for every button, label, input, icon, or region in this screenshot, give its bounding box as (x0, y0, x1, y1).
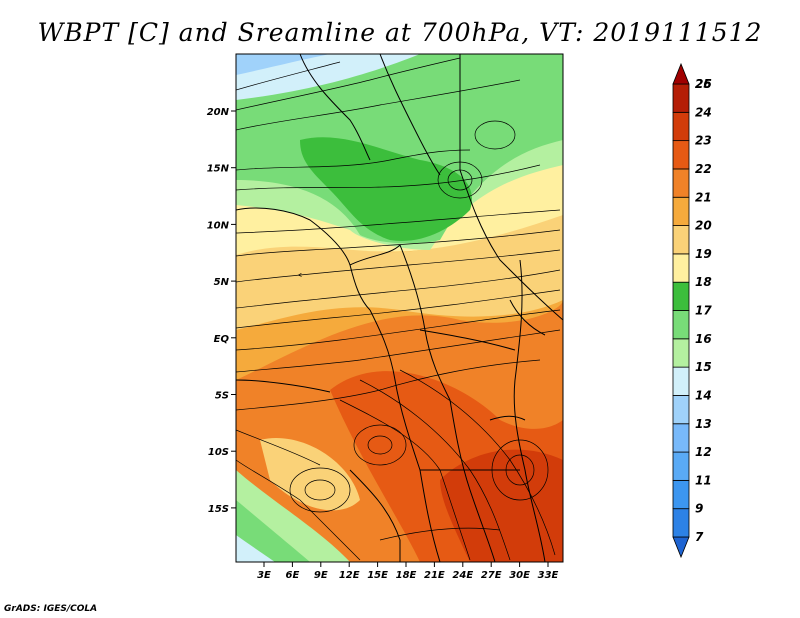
lon-tick-label: 12E (339, 570, 360, 581)
credit-label: GrADS: IGES/COLA (4, 604, 98, 614)
lon-tick-label: 3E (257, 570, 271, 581)
lon-tick-label: 9E (314, 570, 328, 581)
map-field (236, 54, 563, 562)
lon-tick-label: 6E (286, 570, 300, 581)
colorbar-label: 22 (695, 162, 712, 176)
longitude-axis: 3E 6E 9E 12E 15E 18E 21E 24E 27E 30E 33E (257, 562, 559, 581)
colorbar-label: 12 (695, 445, 712, 459)
colorbar-label: 11 (695, 473, 712, 487)
lon-tick-label: 33E (538, 570, 559, 581)
colorbar-label: 25 (695, 77, 712, 91)
colorbar-segment (672, 196, 690, 226)
lat-tick-label: 20N (207, 107, 230, 118)
colorbar-segment (672, 310, 690, 340)
lon-tick-label: 30E (509, 570, 530, 581)
colorbar-segment (672, 338, 690, 368)
colorbar-segment (672, 281, 690, 311)
lon-tick-label: 15E (367, 570, 388, 581)
lat-tick-label: 5S (215, 391, 229, 402)
colorbar-label: 23 (695, 134, 712, 148)
colorbar-label: 9 (695, 502, 703, 516)
colorbar-segment (672, 140, 690, 170)
streamlines (236, 57, 561, 561)
colorbar-label: 18 (695, 275, 712, 289)
latitude-axis: 20N 15N 10N 5N EQ 5S 10S 15S (207, 107, 236, 515)
colorbar-segment (672, 479, 690, 510)
colorbar-label: 7 (695, 530, 704, 544)
colorbar-segment (672, 83, 690, 113)
lon-tick-label: 24E (452, 570, 473, 581)
colorbar-label: 26 (695, 77, 712, 91)
colorbar-segment (672, 451, 690, 481)
lat-tick-label: 10N (207, 220, 230, 231)
colorbar-label: 15 (695, 360, 712, 374)
colorbar-label: 13 (695, 417, 712, 431)
colorbar-label: 16 (695, 332, 712, 346)
colorbar-label: 19 (695, 247, 712, 261)
colorbar-segment (672, 508, 690, 538)
lat-tick-label: 5N (214, 277, 230, 288)
lon-tick-label: 27E (481, 570, 502, 581)
colorbar-label: 21 (695, 190, 712, 204)
colorbar-segment (672, 168, 690, 198)
colorbar-segment (672, 111, 690, 142)
lon-tick-label: 18E (396, 570, 417, 581)
colorbar-segment (672, 253, 690, 283)
colorbar-label: 24 (695, 105, 712, 119)
colorbar-segment (672, 536, 690, 559)
colorbar-label: 20 (695, 219, 712, 233)
colorbar-segment (672, 366, 690, 396)
colorbar-segment (672, 62, 690, 85)
lat-tick-label: 10S (208, 447, 229, 458)
colorbar-segment (672, 225, 690, 255)
lat-tick-label: 15N (207, 164, 230, 175)
lat-tick-label: EQ (214, 334, 230, 345)
colorbar-label: 14 (695, 388, 712, 402)
lat-tick-label: 15S (208, 504, 229, 515)
colorbar-label: 17 (695, 304, 712, 318)
colorbar-segment (672, 395, 690, 425)
chart-title: WBPT [C] and Sreamline at 700hPa, VT: 20… (37, 18, 763, 47)
colorbar-segment (672, 423, 690, 453)
map-frame (235, 53, 564, 563)
lon-tick-label: 21E (424, 570, 445, 581)
country-borders (236, 54, 563, 562)
